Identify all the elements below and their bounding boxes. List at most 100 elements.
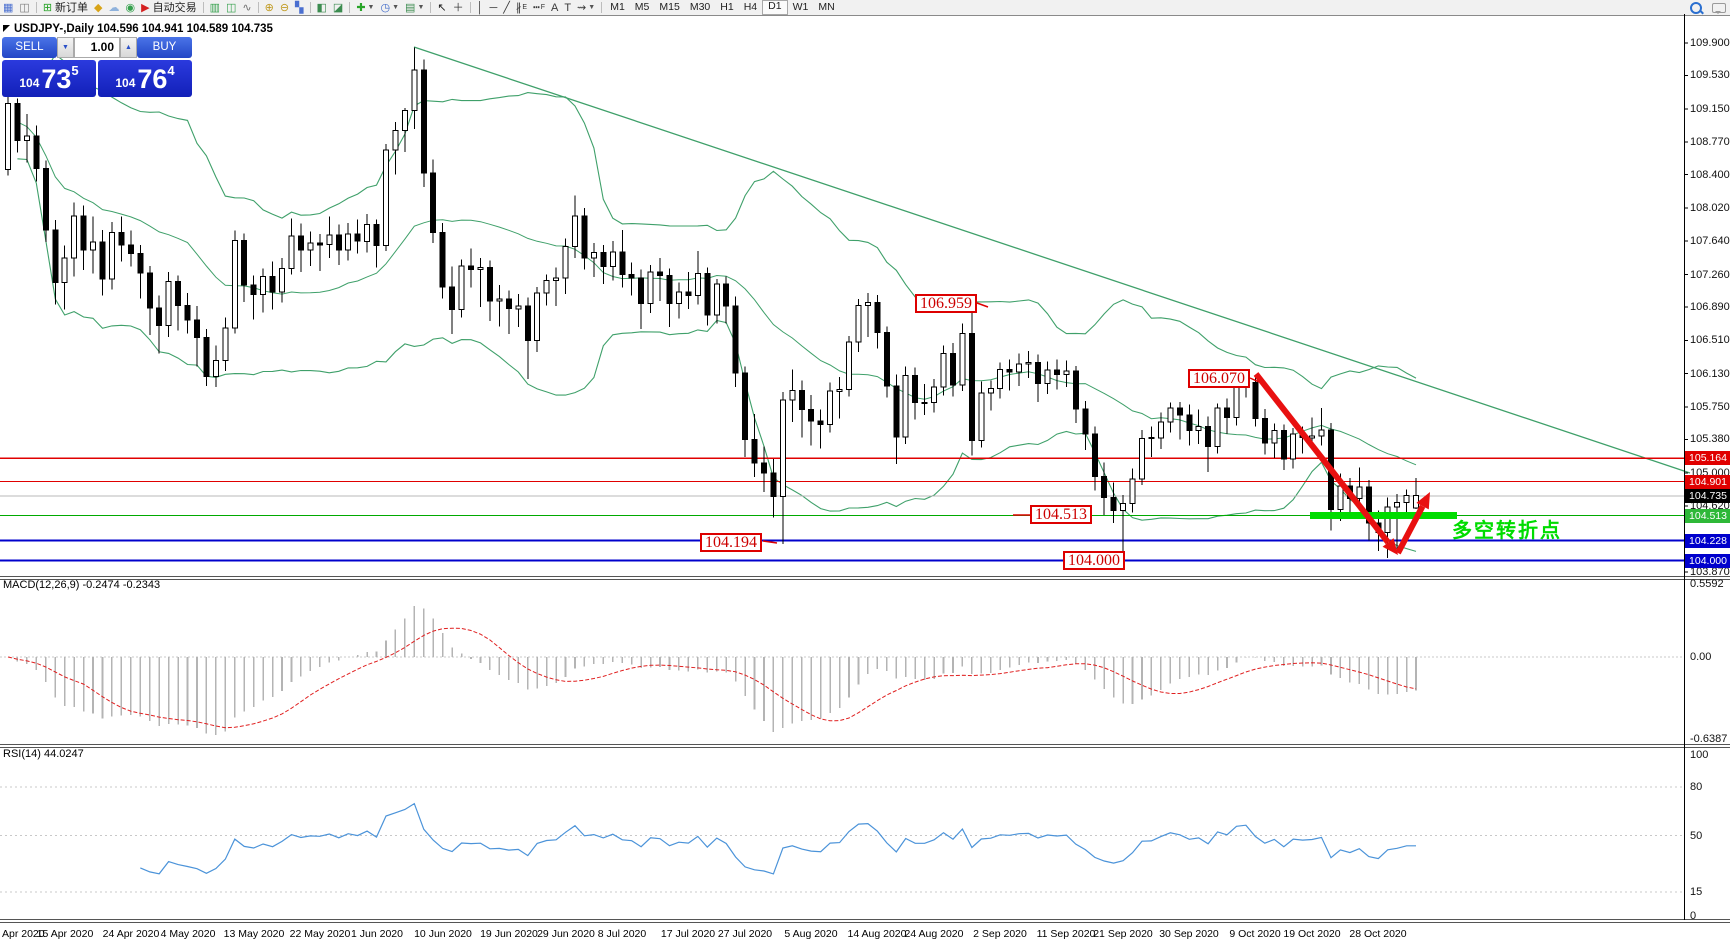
- timeframe-m15[interactable]: M15: [659, 1, 680, 13]
- candle: [411, 69, 418, 112]
- rsi-tick-label: 50: [1690, 830, 1703, 842]
- price-marker-104.901: 104.901: [1685, 475, 1730, 489]
- tile-windows-icon[interactable]: ▚: [295, 1, 304, 14]
- date-label: 15 Apr 2020: [36, 928, 94, 940]
- sell-price-tile[interactable]: 104 73 5: [2, 60, 96, 97]
- candle: [1233, 386, 1240, 419]
- date-label: 2 Sep 2020: [973, 928, 1027, 940]
- macd-legend: MACD(12,26,9) -0.2474 -0.2343: [3, 579, 161, 591]
- candle: [883, 332, 890, 387]
- chart-windows-icon[interactable]: ▦: [3, 1, 14, 14]
- toolbar-separator: [469, 2, 471, 13]
- pane-separator[interactable]: [0, 744, 1730, 748]
- zoom-out-icon[interactable]: ⊖: [279, 1, 290, 14]
- candle: [326, 234, 333, 246]
- price-tick-label: 107.640: [1690, 235, 1730, 247]
- text-icon[interactable]: A: [550, 1, 559, 14]
- sell-button[interactable]: SELL: [2, 37, 57, 58]
- lot-decrease-button[interactable]: ▼: [57, 37, 74, 58]
- timeframe-d1[interactable]: D1: [762, 0, 788, 15]
- candle: [165, 281, 172, 327]
- timeframe-h1[interactable]: H1: [720, 1, 734, 13]
- turning-point-note[interactable]: 多空转折点: [1452, 518, 1562, 542]
- candle: [600, 252, 607, 268]
- candlestick-chart-icon[interactable]: ◫: [225, 1, 237, 14]
- new-order-icon[interactable]: ⊞ 新订单: [42, 1, 89, 14]
- date-label: 5 Aug 2020: [784, 928, 838, 940]
- date-label: Apr 2020: [2, 928, 45, 940]
- candle: [1006, 368, 1013, 373]
- symbol-info: USDJPY-,Daily 104.596 104.941 104.589 10…: [14, 23, 273, 35]
- candle: [1394, 502, 1401, 508]
- price-marker-104.513: 104.513: [1685, 509, 1730, 523]
- candle: [260, 275, 267, 296]
- crosshair-icon[interactable]: ＋: [452, 1, 464, 14]
- annotation-price-tag[interactable]: 104.513: [1030, 505, 1092, 524]
- annotation-price-tag[interactable]: 104.000: [1063, 551, 1125, 570]
- timeframe-m5[interactable]: M5: [634, 1, 650, 13]
- timeframe-mn[interactable]: MN: [818, 1, 835, 13]
- candle: [1053, 369, 1060, 376]
- candle: [33, 135, 40, 169]
- date-label: 30 Sep 2020: [1159, 928, 1219, 940]
- buy-price-tile[interactable]: 104 76 4: [98, 60, 192, 97]
- price-tick-label: 105.750: [1690, 401, 1730, 413]
- rsi-tick-label: 80: [1690, 781, 1703, 793]
- price-tick-label: 107.260: [1690, 269, 1730, 281]
- candle: [534, 292, 541, 341]
- lot-size-input[interactable]: 1.00: [74, 37, 120, 58]
- price-tick-label: 108.400: [1690, 169, 1730, 181]
- rsi-tick-label: 100: [1690, 749, 1709, 761]
- candle: [779, 399, 786, 497]
- metaeditor-icon[interactable]: ◆: [94, 1, 103, 14]
- bollinger-upper-band: [17, 53, 1417, 390]
- timeframe-m1[interactable]: M1: [610, 1, 625, 13]
- navigator-icon[interactable]: ◧: [316, 1, 327, 14]
- toolbar-separator: [257, 2, 259, 13]
- date-label: 24 Apr 2020: [102, 928, 160, 940]
- candle: [1063, 370, 1070, 376]
- price-tick-label: 109.900: [1690, 37, 1730, 49]
- main-chart-pane[interactable]: [0, 14, 1730, 576]
- annotation-price-tag[interactable]: 106.070: [1188, 369, 1250, 388]
- bar-chart-icon[interactable]: ▥: [209, 1, 220, 14]
- macd-signal-line: [7, 627, 1417, 729]
- buy-button[interactable]: BUY: [137, 37, 192, 58]
- vertical-line-icon[interactable]: │: [476, 1, 484, 14]
- timeframe-w1[interactable]: W1: [792, 1, 809, 13]
- arrows-icon[interactable]: ⇝ ▼: [577, 1, 596, 14]
- market-watch-icon[interactable]: ◫: [19, 1, 30, 14]
- candle: [1176, 407, 1183, 416]
- terminal-icon[interactable]: ◪: [332, 1, 344, 14]
- annotation-price-tag[interactable]: 104.194: [700, 533, 762, 552]
- horizontal-line-icon[interactable]: ─: [489, 1, 498, 14]
- search-icon[interactable]: [1690, 1, 1702, 14]
- templates-icon[interactable]: ▤ ▼: [405, 1, 425, 14]
- trendline-icon[interactable]: ╱: [503, 1, 510, 14]
- pane-separator[interactable]: [0, 576, 1730, 580]
- line-chart-icon[interactable]: ∿: [242, 1, 252, 14]
- periods-icon[interactable]: ◷ ▼: [380, 1, 400, 14]
- fibonacci-icon[interactable]: ┅ F: [533, 1, 545, 14]
- autotrading-icon[interactable]: ▶ 自动交易: [141, 1, 197, 14]
- candle: [808, 409, 815, 422]
- cursor-icon[interactable]: ↖: [437, 1, 447, 14]
- equidistant-channel-icon[interactable]: ∦ E: [515, 1, 528, 14]
- annotation-price-tag[interactable]: 106.959: [915, 294, 977, 313]
- panel-collapse-icon[interactable]: [3, 25, 10, 32]
- lot-increase-button[interactable]: ▲: [120, 37, 137, 58]
- candle: [1384, 506, 1391, 533]
- chat-icon[interactable]: [1712, 2, 1726, 14]
- signals-icon[interactable]: ◉: [125, 1, 136, 14]
- candle: [127, 244, 134, 255]
- candle: [846, 341, 852, 391]
- indicators-icon[interactable]: ✚ ▼: [356, 1, 375, 14]
- label-icon[interactable]: T: [564, 1, 572, 14]
- cloud-icon[interactable]: ☁: [108, 1, 120, 14]
- date-label: 10 Jun 2020: [414, 928, 472, 940]
- timeframe-m30[interactable]: M30: [689, 1, 711, 13]
- macd-pane[interactable]: [0, 580, 1730, 744]
- rsi-pane[interactable]: [0, 748, 1730, 919]
- zoom-in-icon[interactable]: ⊕: [264, 1, 274, 14]
- timeframe-h4[interactable]: H4: [743, 1, 758, 13]
